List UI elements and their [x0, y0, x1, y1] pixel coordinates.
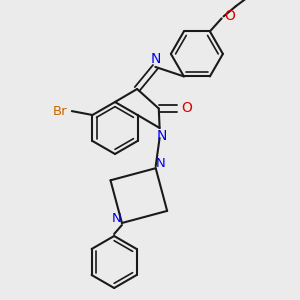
Text: O: O	[224, 9, 235, 23]
Text: N: N	[156, 157, 166, 170]
Text: Br: Br	[52, 105, 67, 118]
Text: N: N	[156, 129, 167, 143]
Text: N: N	[151, 52, 161, 66]
Text: O: O	[182, 101, 192, 116]
Text: N: N	[112, 212, 122, 224]
